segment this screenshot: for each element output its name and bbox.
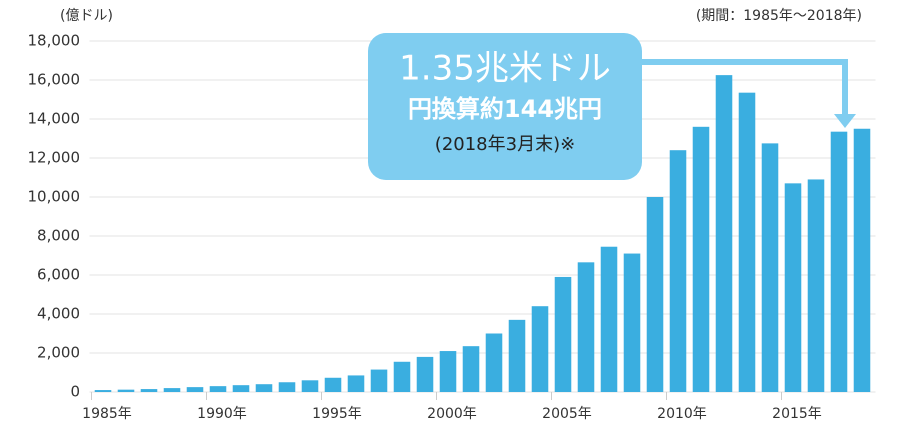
bar — [807, 179, 825, 392]
bar — [278, 382, 296, 392]
bar — [784, 183, 802, 392]
bar — [439, 351, 457, 392]
annotation: 1.35兆米ドル 円換算約144兆円 (2018年3月末)※ — [368, 33, 856, 180]
x-tick-label: 2015年 — [772, 406, 822, 422]
bar — [370, 369, 388, 392]
y-tick-label: 6,000 — [37, 266, 80, 284]
bar — [715, 75, 733, 392]
bar — [393, 361, 411, 392]
period-note: (期間：1985年～2018年) — [696, 8, 862, 24]
plot: 0 2,000 4,000 6,000 8,000 10,000 12,000 14,000 1… — [28, 32, 876, 422]
y-tick-label: 18,000 — [28, 32, 81, 50]
bar — [646, 197, 664, 392]
bar — [738, 92, 756, 393]
bar — [232, 385, 250, 392]
bar — [600, 246, 618, 392]
bar — [623, 253, 641, 392]
y-tick-label: 0 — [70, 383, 80, 401]
bar — [485, 333, 503, 392]
annotation-box — [368, 33, 642, 180]
bar — [554, 276, 572, 392]
bar — [324, 377, 342, 392]
bar — [692, 126, 710, 393]
bar — [577, 262, 595, 392]
y-tick-label: 8,000 — [37, 227, 80, 245]
bar — [761, 143, 779, 392]
x-tick-label: 2005年 — [542, 406, 592, 422]
bar — [186, 387, 204, 392]
y-tick-label: 12,000 — [28, 149, 81, 167]
arrow-head — [834, 114, 856, 128]
bar — [462, 346, 480, 392]
bar — [301, 380, 319, 392]
annotation-date: (2018年3月末)※ — [435, 134, 575, 155]
bar — [508, 319, 526, 392]
x-tick-label: 1995年 — [312, 406, 362, 422]
x-tick-label: 2010年 — [657, 406, 707, 422]
y-tick-label: 2,000 — [37, 344, 80, 362]
bar — [163, 388, 181, 392]
annotation-main: 1.35兆米ドル — [399, 49, 611, 89]
y-tick-label: 4,000 — [37, 305, 80, 323]
bar — [255, 384, 273, 392]
y-tick-label: 14,000 — [28, 110, 81, 128]
bar — [416, 356, 434, 392]
bar — [347, 375, 365, 392]
x-tick-label: 1990年 — [197, 406, 247, 422]
bar — [853, 128, 871, 392]
bar — [209, 386, 227, 392]
y-unit-label: (億ドル) — [60, 8, 113, 24]
annotation-sub: 円換算約144兆円 — [408, 95, 602, 123]
bar — [830, 131, 848, 393]
x-tick-label: 2000年 — [427, 406, 477, 422]
bar — [117, 389, 135, 392]
y-tick-label: 16,000 — [28, 71, 81, 89]
bar — [140, 389, 158, 392]
x-tick-label: 1985年 — [82, 406, 132, 422]
bar — [669, 150, 687, 392]
bar — [531, 306, 549, 392]
bar — [94, 390, 112, 392]
arrow-line — [640, 59, 848, 118]
y-tick-label: 10,000 — [28, 188, 81, 206]
